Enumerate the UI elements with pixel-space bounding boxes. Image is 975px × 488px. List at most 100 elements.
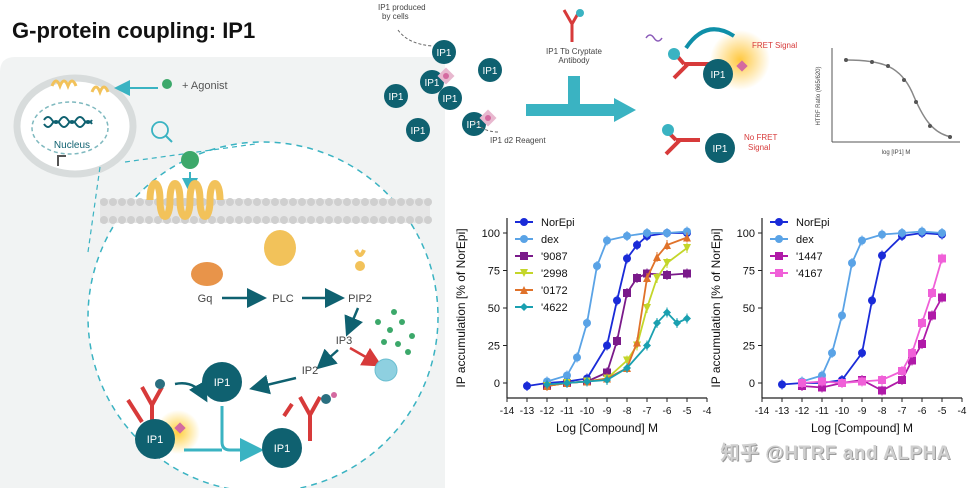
gpcr-receptor-icon — [146, 180, 224, 220]
data-point — [643, 304, 651, 312]
data-point — [520, 286, 528, 294]
ip1-molecule: IP1 — [438, 86, 462, 110]
data-point — [623, 364, 631, 372]
data-point — [878, 230, 886, 239]
data-point — [633, 338, 641, 347]
data-point — [878, 386, 886, 395]
legend-label: '1447 — [796, 251, 823, 263]
y-tick-label: 100 — [482, 228, 500, 240]
y-axis-label: IP accumulation [% of NorEpi] — [454, 228, 468, 387]
x-tick-label: -11 — [815, 406, 829, 417]
data-point — [898, 376, 906, 384]
data-point — [623, 232, 631, 240]
svg-text:IP1: IP1 — [274, 443, 291, 455]
data-point — [520, 303, 528, 311]
data-point — [898, 229, 906, 237]
data-point — [663, 308, 671, 317]
data-point — [683, 244, 691, 252]
x-tick-label: -6 — [663, 406, 672, 417]
legend-label: '0172 — [541, 285, 568, 297]
data-point — [858, 349, 866, 357]
data-point — [928, 289, 936, 297]
legend-item: '0172 — [515, 285, 568, 297]
data-point — [838, 311, 846, 320]
data-point — [918, 319, 926, 327]
magnifier-icon — [151, 121, 169, 139]
svg-text:Antibody: Antibody — [558, 56, 589, 65]
legend-label: NorEpi — [541, 217, 575, 229]
antibody-icon — [298, 396, 322, 441]
series-line — [801, 230, 943, 383]
ip1-molecule: IP1 — [406, 118, 430, 142]
data-point — [683, 227, 691, 236]
x-tick-label: -5 — [938, 406, 947, 417]
x-tick-label: -10 — [580, 406, 595, 417]
data-point — [583, 319, 591, 327]
ip2-label: IP2 — [302, 365, 319, 377]
data-point — [520, 235, 528, 243]
data-point — [663, 271, 671, 279]
data-point — [778, 380, 786, 389]
data-point — [878, 251, 886, 260]
reaction-arrow-icon — [526, 98, 636, 122]
data-point — [603, 341, 611, 350]
ip1-label: IP1 — [436, 48, 451, 59]
data-point — [663, 241, 671, 249]
data-point — [643, 274, 651, 282]
legend-item: '9087 — [515, 251, 568, 263]
data-point — [643, 229, 651, 237]
data-point — [868, 296, 876, 305]
data-point — [543, 380, 551, 389]
data-point — [798, 379, 806, 387]
data-point — [775, 218, 783, 226]
y-tick-label: 50 — [743, 303, 755, 315]
data-point — [775, 235, 783, 243]
y-tick-label: 0 — [494, 378, 500, 390]
series-2998 — [543, 243, 691, 391]
data-point — [613, 296, 621, 305]
y-tick-label: 0 — [749, 378, 755, 390]
ip1-molecule — [703, 59, 733, 89]
plc-label: PLC — [272, 293, 293, 305]
fret-signal-label: FRET Signal — [752, 41, 797, 50]
small-chart-ylabel: HTRF Ratio (665/620) — [816, 66, 822, 125]
x-tick-label: -13 — [775, 406, 790, 417]
legend-item: '4622 — [515, 302, 568, 314]
data-point — [583, 377, 591, 386]
series-line — [801, 297, 943, 392]
legend-item: NorEpi — [770, 217, 830, 229]
gq-label: Gq — [198, 293, 213, 305]
data-point — [683, 233, 691, 242]
data-point — [908, 356, 916, 365]
page-title: G-protein coupling: IP1 — [12, 18, 256, 43]
y-tick-label: 25 — [743, 341, 755, 353]
x-tick-label: -14 — [755, 406, 770, 417]
legend-label: '2998 — [541, 268, 568, 280]
data-point — [633, 241, 641, 249]
x-axis-label: Log [Compound] M — [556, 421, 658, 435]
data-point — [858, 377, 866, 386]
ip1-label: IP1 — [442, 94, 457, 105]
data-point — [775, 252, 783, 260]
ip1-molecule: IP1 — [478, 58, 502, 82]
legend-label: '4167 — [796, 268, 823, 280]
series-line — [546, 247, 688, 387]
x-tick-label: -8 — [623, 406, 632, 417]
receptor-icon — [50, 79, 78, 91]
nucleus-label: Nucleus — [54, 140, 90, 151]
series-line — [546, 230, 688, 383]
data-point — [653, 274, 661, 282]
y-tick-label: 25 — [488, 341, 500, 353]
y-tick-label: 75 — [488, 266, 500, 278]
ip3-label: IP3 — [336, 335, 353, 347]
data-point — [523, 382, 531, 390]
x-tick-label: -8 — [878, 406, 887, 417]
data-point — [828, 349, 836, 357]
svg-text:IP1: IP1 — [710, 70, 725, 81]
data-point — [520, 269, 528, 277]
x-tick-label: -5 — [683, 406, 692, 417]
x-tick-label: -4 — [703, 406, 712, 417]
data-point — [818, 383, 826, 392]
data-point — [593, 262, 601, 270]
